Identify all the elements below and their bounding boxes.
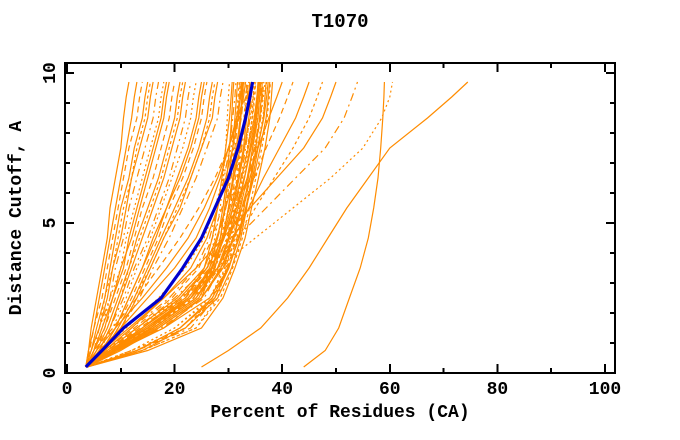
model-line xyxy=(85,81,168,368)
model-line xyxy=(85,81,149,368)
model-line xyxy=(86,81,294,368)
x-tick-label: 100 xyxy=(589,380,621,400)
model-line xyxy=(85,81,197,368)
x-tick-label: 20 xyxy=(164,380,186,400)
model-line xyxy=(86,81,337,368)
model-line xyxy=(85,81,216,368)
reference-line xyxy=(84,81,255,369)
model-line xyxy=(86,81,243,368)
model-line xyxy=(86,81,254,368)
model-line xyxy=(86,81,359,368)
model-line xyxy=(86,81,310,368)
model-line xyxy=(86,81,246,368)
model-line xyxy=(85,81,130,368)
y-tick-label: 0 xyxy=(41,368,61,379)
x-tick-label: 0 xyxy=(62,380,73,400)
plot-border xyxy=(64,62,616,374)
model-line xyxy=(86,81,269,368)
model-line xyxy=(85,81,208,368)
model-line xyxy=(85,81,192,368)
y-tick-label: 5 xyxy=(41,218,61,229)
plot-title: T1070 xyxy=(311,11,369,33)
y-tick-label: 10 xyxy=(41,62,61,84)
model-line xyxy=(86,81,250,368)
model-line xyxy=(86,81,231,368)
model-line xyxy=(86,81,237,368)
model-line xyxy=(85,81,170,368)
model-line xyxy=(86,81,261,368)
model-line xyxy=(303,81,385,368)
x-tick-label: 60 xyxy=(379,380,401,400)
model-line xyxy=(85,81,176,368)
x-tick-label: 80 xyxy=(487,380,509,400)
model-line xyxy=(86,81,271,368)
model-line xyxy=(85,81,213,368)
model-line xyxy=(86,81,271,368)
model-line xyxy=(85,81,165,368)
model-line xyxy=(85,81,160,368)
model-line xyxy=(85,81,181,368)
model-line xyxy=(201,81,469,368)
x-axis-label: Percent of Residues (CA) xyxy=(210,403,470,423)
x-tick-label: 40 xyxy=(271,380,293,400)
